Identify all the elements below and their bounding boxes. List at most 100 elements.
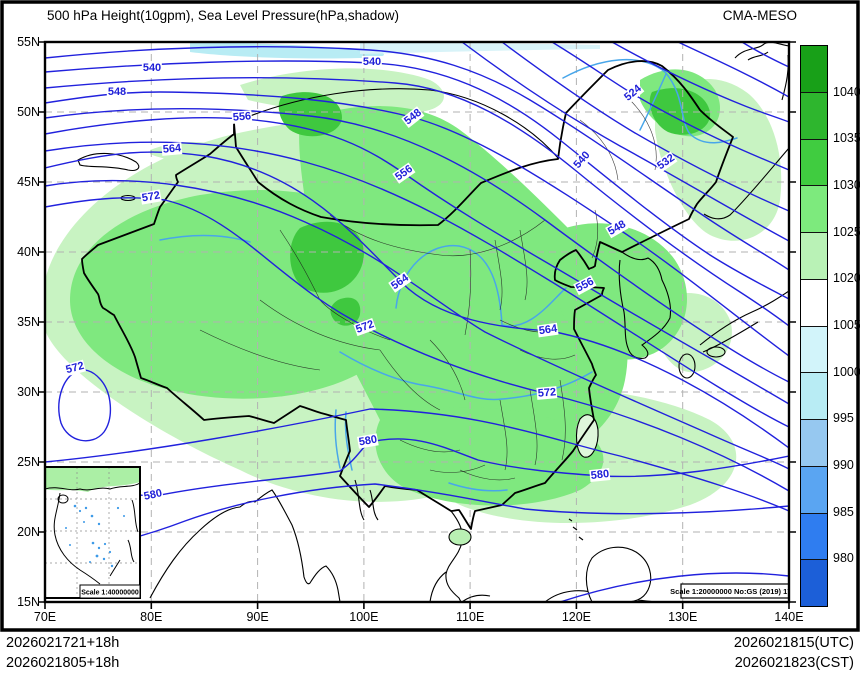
main-scale-note: Scale 1:20000000 No:GS (2019) 1786 [670,587,800,596]
colorbar-tick-label: 1025 [833,224,860,239]
colorbar-tick-label: 1030 [833,178,860,192]
colorbar-tick-label: 985 [833,504,854,519]
colorbar-cell [801,232,827,279]
y-tick-label: 55N [17,35,40,49]
colorbar-tick-label: 1000 [833,364,860,379]
river-pearl [448,482,508,492]
river-amur [562,58,738,144]
inset-land-shading [45,467,140,492]
border-mongolia-north [239,88,559,159]
y-tick-label: 25N [17,455,40,469]
coast-korea [618,251,672,359]
colorbar-cell [801,419,827,466]
contour-line-588 [559,572,789,602]
colorbar-cell [801,185,827,232]
contour-label: 540 [141,62,163,74]
inset-islands-dots [65,504,125,568]
colorbar-cell [801,372,827,419]
colorbar-cell [801,465,827,513]
colorbar-tick-label: 1040 [833,84,860,99]
contour-line-584 [45,483,789,557]
contour-line-516 [677,42,789,98]
shading-1030-1035 [278,88,711,326]
colorbar-tick-label: 990 [833,458,854,473]
y-tick-label: 30N [17,385,40,399]
y-tick-label: 40N [17,245,40,259]
colorbar-cell [801,559,827,606]
x-tick-label: 140E [774,610,804,624]
coast-kyushu [678,353,696,379]
coast-vietnam [445,510,463,602]
colorbar-cell [801,138,827,186]
footer-valid-cst: 2026021823(CST) [734,655,854,671]
colorbar-cell [801,512,827,560]
inset-scale-note: Scale 1:40000000 [81,590,139,597]
lake-balkhash [77,152,140,171]
colorbar-cell [801,91,827,139]
colorbar-cell [801,278,827,326]
island-luzon [585,546,652,602]
y-tick-label: 35N [17,315,40,329]
contour-label: 548 [106,86,128,98]
footer-valid-utc: 2026021815(UTC) [733,635,854,651]
contour-label: 572 [536,386,558,400]
x-tick-label: 120E [561,610,592,624]
inset-map: Scale 1:40000000 [45,466,141,599]
colorbar-tick-label: 1005 [833,318,860,333]
colorbar-tick-label: 995 [833,411,854,426]
contour-line-576 [45,408,789,512]
contour-line-536 [45,46,789,271]
main-scale-box: Scale 1:20000000 No:GS (2019) 1786 [670,583,800,599]
x-tick-label: 110E [456,610,485,624]
y-tick-label: 50N [17,105,40,119]
inset-gridlines [45,467,140,598]
x-tick-label: 90E [246,610,269,624]
y-tick-label: 45N [17,175,40,189]
colorbar-cell [801,325,827,373]
x-tick-label: 100E [349,610,379,624]
river-yellow [395,244,567,327]
island-hainan [448,528,472,546]
contour-label: 580 [589,467,611,483]
colorbar-tick-label: 980 [833,551,854,566]
colorbar-tick-label: 1035 [833,131,860,146]
coast-shikoku [706,346,726,358]
footer-init-cst: 2026021805+18h [6,655,120,671]
contour-label: 564 [161,142,183,156]
contour-line-528 [501,42,789,212]
border-myanmar-thailand [354,479,379,521]
outer-frame [0,0,860,632]
colorbar-tick-label: 1020 [833,271,860,286]
axis-ticks [38,41,796,609]
contour-line-568 [45,179,789,470]
colorbar [800,45,828,607]
contour-line-540 [45,60,789,300]
contour-line-524 [551,42,789,171]
coast-primorye [703,147,789,220]
contour-line-548 [45,91,789,357]
coast-indochina [429,571,491,602]
rivers [159,58,738,492]
inset-scale-box [79,584,141,599]
colorbar-cell [801,46,827,92]
contour-line-512 [741,42,789,68]
coast-india-myanmar [149,489,341,602]
contour-line-520 [611,42,789,123]
contour-closed-572 [58,369,111,442]
river-mekong-salween [334,409,353,471]
contour-line-552 [45,108,789,383]
islands-batanes [568,518,584,541]
river-songhua [639,73,667,131]
national-boundary-china [81,60,734,530]
contour-label: 540 [361,56,383,68]
contour-label: 556 [231,110,253,124]
x-tick-label: 130E [668,610,698,624]
x-tick-label: 70E [33,610,57,624]
x-tick-label: 80E [140,610,163,624]
contour-line-544 [45,77,789,327]
y-tick-label: 20N [17,525,40,539]
y-tick-label: 15N [17,595,40,609]
shading-below-1005 [190,42,600,59]
